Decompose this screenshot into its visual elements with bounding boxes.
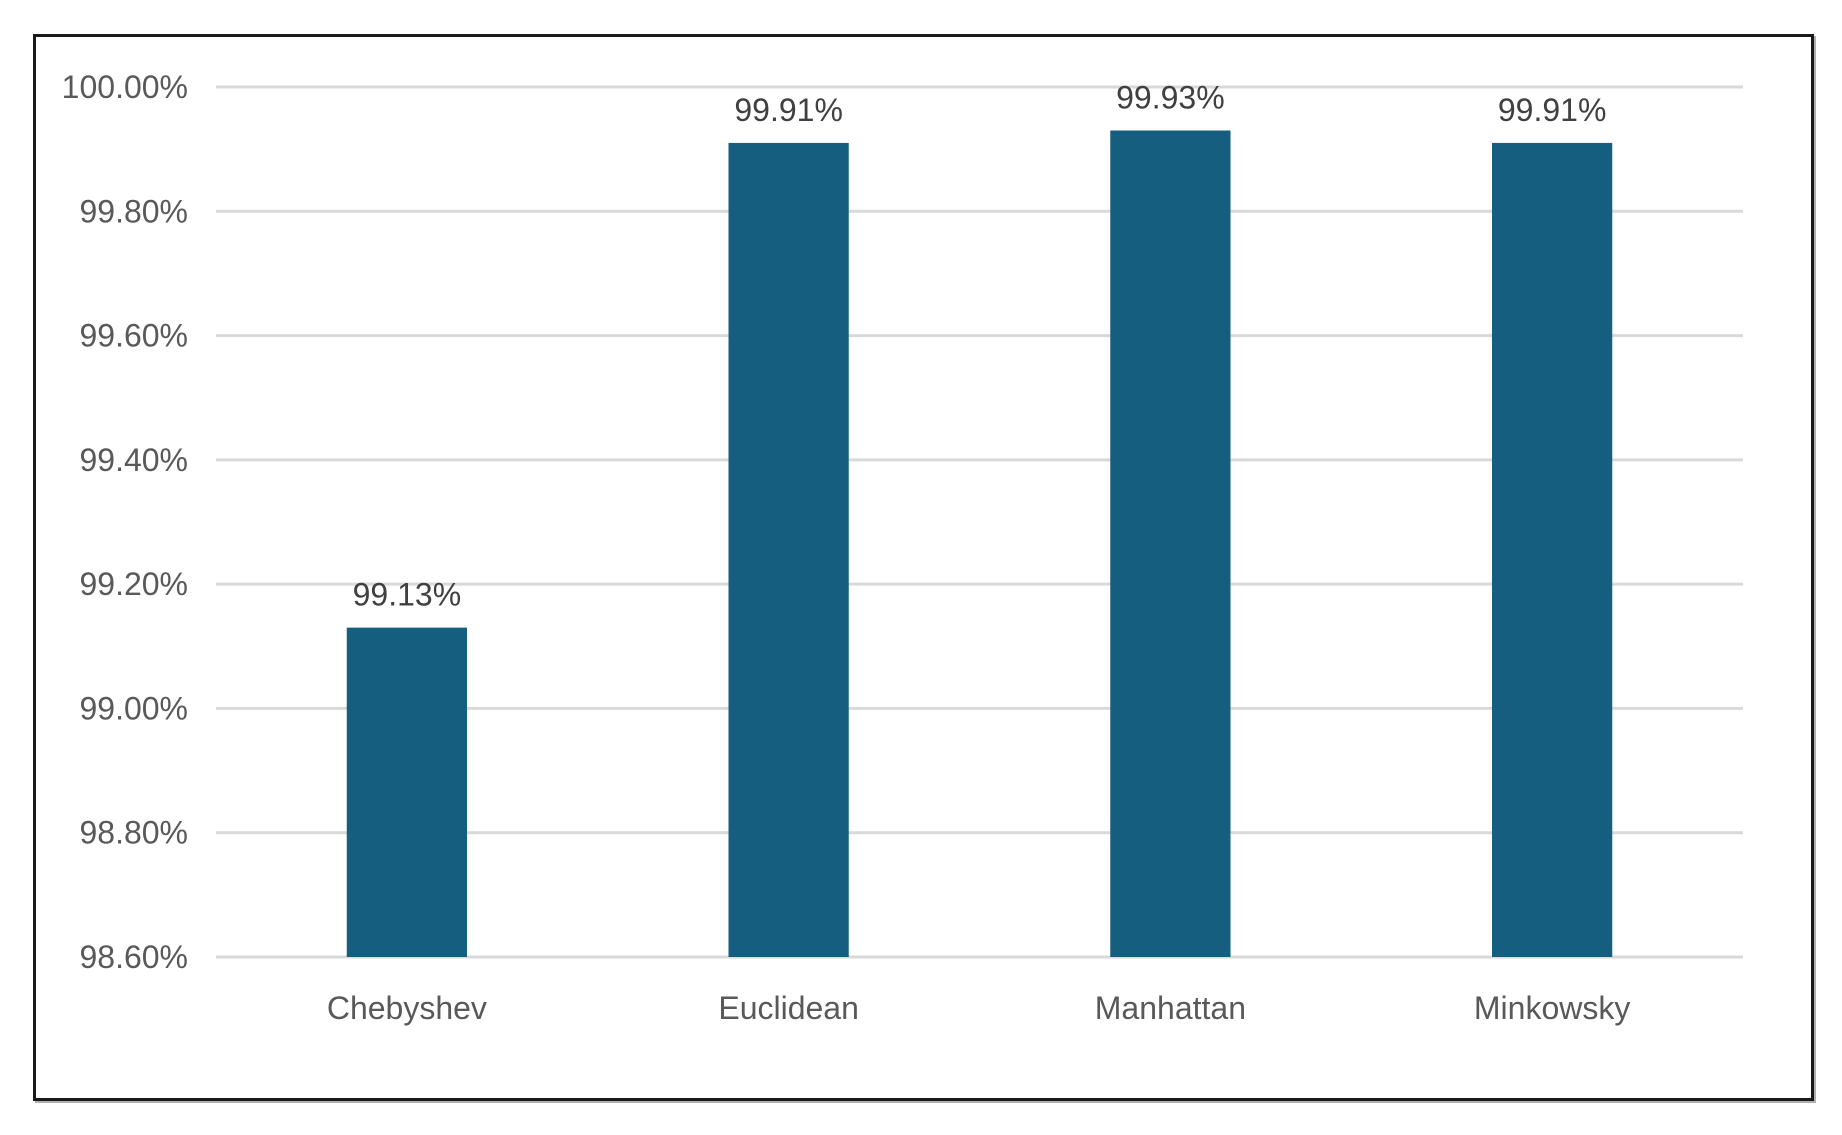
- y-tick-label: 99.40%: [79, 442, 188, 478]
- y-tick-label: 99.80%: [79, 193, 188, 229]
- category-label: Minkowsky: [1474, 990, 1630, 1026]
- y-tick-label: 98.60%: [79, 939, 188, 975]
- bar-manhattan: [1110, 130, 1231, 957]
- bar-euclidean: [728, 142, 849, 957]
- category-label: Euclidean: [718, 990, 859, 1026]
- bars: [346, 130, 1613, 957]
- data-label: 99.91%: [1498, 92, 1607, 128]
- y-tick-label: 100.00%: [62, 69, 188, 105]
- chart-frame: 98.60% 98.80% 99.00% 99.20% 99.40% 99.60% 99.8…: [33, 34, 1814, 1101]
- data-label: 99.93%: [1116, 80, 1225, 116]
- y-tick-label: 99.00%: [79, 690, 188, 726]
- x-axis-categories: Chebyshev Euclidean Manhattan Minkowsky: [327, 990, 1631, 1026]
- bar-minkowsky: [1491, 142, 1613, 957]
- category-label: Chebyshev: [327, 990, 487, 1026]
- bar-chart: 98.60% 98.80% 99.00% 99.20% 99.40% 99.60% 99.8…: [62, 69, 1743, 1026]
- data-label: 99.91%: [734, 92, 843, 128]
- y-tick-label: 99.60%: [79, 318, 188, 354]
- data-label: 99.13%: [353, 577, 462, 613]
- y-axis-ticks: 98.60% 98.80% 99.00% 99.20% 99.40% 99.60% 99.8…: [62, 69, 188, 975]
- category-label: Manhattan: [1095, 990, 1246, 1026]
- data-labels: 99.13% 99.91% 99.93% 99.91%: [353, 80, 1607, 613]
- bar-chebyshev: [346, 627, 468, 957]
- y-tick-label: 99.20%: [79, 566, 188, 602]
- gridlines: [216, 85, 1743, 959]
- y-tick-label: 98.80%: [79, 815, 188, 851]
